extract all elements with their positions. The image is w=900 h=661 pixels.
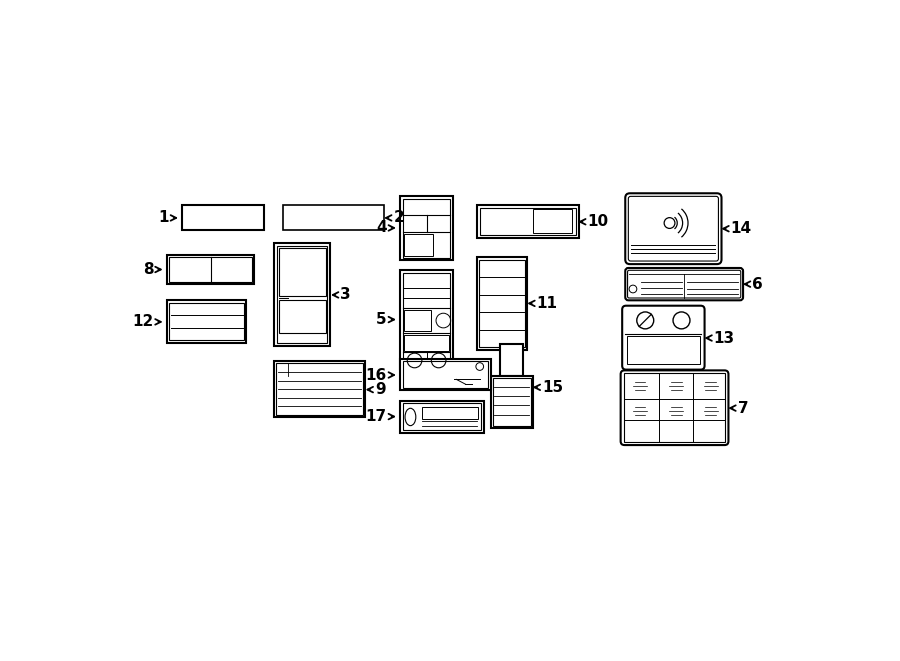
Text: 13: 13 bbox=[714, 330, 735, 346]
Text: 3: 3 bbox=[340, 288, 351, 303]
Text: 7: 7 bbox=[738, 401, 748, 416]
Text: 10: 10 bbox=[588, 214, 608, 229]
Bar bbox=[533, 210, 572, 233]
Bar bbox=[491, 376, 533, 428]
Text: 8: 8 bbox=[142, 262, 153, 277]
FancyBboxPatch shape bbox=[627, 270, 741, 298]
Bar bbox=[400, 196, 453, 260]
Bar bbox=[402, 361, 488, 388]
Text: 9: 9 bbox=[375, 382, 385, 397]
Text: 15: 15 bbox=[542, 380, 563, 395]
Bar bbox=[283, 205, 384, 230]
Bar bbox=[477, 257, 527, 350]
Bar bbox=[493, 378, 530, 426]
Bar bbox=[500, 344, 523, 376]
Bar bbox=[402, 199, 451, 258]
Bar bbox=[276, 364, 363, 415]
Bar bbox=[479, 260, 526, 347]
Bar bbox=[400, 270, 453, 369]
Text: 1: 1 bbox=[158, 210, 168, 225]
Bar bbox=[167, 300, 247, 342]
Bar bbox=[400, 359, 490, 391]
Text: 17: 17 bbox=[365, 409, 387, 424]
FancyBboxPatch shape bbox=[626, 193, 722, 264]
Bar bbox=[480, 208, 576, 235]
FancyBboxPatch shape bbox=[622, 305, 705, 369]
Bar bbox=[274, 361, 365, 417]
Text: 16: 16 bbox=[365, 368, 387, 383]
Bar bbox=[404, 310, 431, 331]
Text: 14: 14 bbox=[731, 221, 752, 236]
FancyBboxPatch shape bbox=[628, 196, 718, 261]
Bar bbox=[402, 403, 482, 430]
Bar bbox=[422, 407, 478, 419]
Bar bbox=[169, 303, 244, 340]
Text: 6: 6 bbox=[752, 277, 763, 292]
Bar bbox=[279, 248, 326, 297]
Bar bbox=[404, 234, 433, 256]
Bar bbox=[167, 255, 254, 284]
Bar bbox=[404, 335, 449, 351]
Text: 11: 11 bbox=[536, 296, 558, 311]
Text: 12: 12 bbox=[132, 315, 153, 329]
Bar bbox=[277, 247, 328, 342]
Bar bbox=[182, 205, 264, 230]
Text: 2: 2 bbox=[393, 210, 404, 225]
FancyBboxPatch shape bbox=[626, 268, 743, 300]
Bar bbox=[400, 401, 483, 433]
Bar bbox=[169, 257, 252, 282]
Text: 4: 4 bbox=[376, 220, 387, 235]
Bar bbox=[402, 272, 451, 367]
Bar bbox=[274, 243, 330, 346]
FancyBboxPatch shape bbox=[621, 370, 728, 445]
Bar bbox=[624, 373, 725, 442]
Text: 5: 5 bbox=[376, 312, 387, 327]
Bar bbox=[477, 205, 579, 238]
Bar bbox=[279, 299, 326, 333]
Bar bbox=[626, 336, 700, 364]
